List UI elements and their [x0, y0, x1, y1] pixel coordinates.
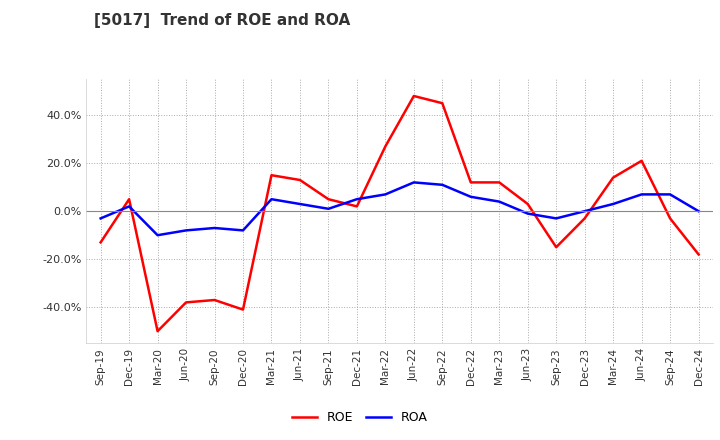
ROE: [467, 180, 475, 185]
ROE: [523, 202, 532, 207]
ROA: [296, 202, 305, 207]
Line: ROE: ROE: [101, 96, 698, 331]
ROA: [353, 197, 361, 202]
ROA: [552, 216, 561, 221]
ROE: [210, 297, 219, 303]
ROE: [181, 300, 190, 305]
ROA: [96, 216, 105, 221]
Legend: ROE, ROA: ROE, ROA: [287, 407, 433, 429]
ROA: [125, 204, 133, 209]
ROA: [609, 202, 618, 207]
Line: ROA: ROA: [101, 183, 698, 235]
ROA: [239, 228, 248, 233]
ROE: [153, 329, 162, 334]
ROE: [495, 180, 503, 185]
ROE: [353, 204, 361, 209]
ROA: [495, 199, 503, 204]
Text: [5017]  Trend of ROE and ROA: [5017] Trend of ROE and ROA: [94, 13, 350, 28]
ROE: [666, 216, 675, 221]
ROA: [467, 194, 475, 199]
ROE: [296, 177, 305, 183]
ROA: [210, 225, 219, 231]
ROA: [410, 180, 418, 185]
ROE: [552, 245, 561, 250]
ROA: [181, 228, 190, 233]
ROA: [523, 211, 532, 216]
ROA: [153, 233, 162, 238]
ROA: [267, 197, 276, 202]
ROE: [125, 197, 133, 202]
ROA: [381, 192, 390, 197]
ROA: [324, 206, 333, 212]
ROA: [438, 182, 446, 187]
ROE: [438, 101, 446, 106]
ROA: [694, 209, 703, 214]
ROE: [267, 172, 276, 178]
ROE: [239, 307, 248, 312]
ROA: [580, 209, 589, 214]
ROE: [410, 93, 418, 99]
ROA: [666, 192, 675, 197]
ROE: [580, 216, 589, 221]
ROE: [96, 240, 105, 245]
ROE: [324, 197, 333, 202]
ROE: [637, 158, 646, 163]
ROA: [637, 192, 646, 197]
ROE: [609, 175, 618, 180]
ROE: [381, 144, 390, 149]
ROE: [694, 252, 703, 257]
